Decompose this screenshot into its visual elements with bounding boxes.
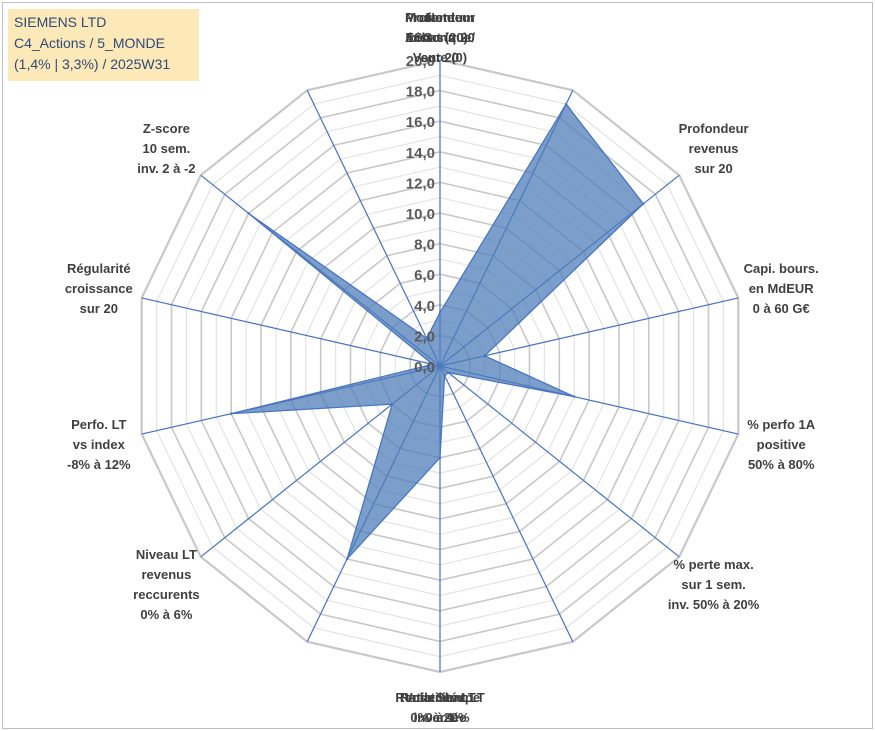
company-name: SIEMENS LTD [14, 14, 107, 30]
data-point [345, 557, 349, 561]
axis-label-line: Momentum [405, 10, 474, 25]
data-point [438, 311, 442, 314]
axis-label-line: reccurents [133, 587, 199, 602]
axis-label: Profondeur historique sur 20 [405, 10, 475, 65]
series-area [231, 103, 645, 560]
axis-label-line: revenus [141, 567, 191, 582]
tick-label: 0,0 [414, 359, 435, 376]
axis-label: Rendement LT 0% à 20% [395, 690, 484, 725]
data-point [483, 354, 486, 357]
axis-label: Profondeur revenus sur 20 [679, 121, 749, 176]
axis-label-line: Perfo. LT [71, 417, 126, 432]
axis-spoke [306, 90, 441, 367]
axis-label-line: 10 sem. [143, 141, 191, 156]
tick-labels: 0,0 2,0 4,0 6,0 8,0 10,0 12,0 14,0 16,0 18,0 20,0 [406, 53, 435, 376]
axis-spoke [439, 297, 739, 367]
axis-label-line: croissance [65, 281, 133, 296]
axis-label: Ratio Sharpe 0 à 1 [400, 690, 480, 725]
data-point [391, 403, 394, 406]
axis-label-line: sur 20 [80, 301, 118, 316]
axis-label-line: -8% à 12% [67, 457, 131, 472]
axis-label: Capi. bours. en MdEUR 0 à 60 G€ [744, 261, 819, 316]
axis-label: Perfo. LT vs index -8% à 12% [67, 417, 131, 472]
axis-label: Z-score 10 sem. inv. 2 à -2 [137, 121, 195, 176]
data-point [230, 412, 233, 415]
axis-label: Niveau LT revenus reccurents 0% à 6% [133, 547, 199, 622]
axis-label-line: historique [409, 30, 472, 45]
axis-label: % perfo 1A positive 50% à 80% [747, 417, 816, 472]
axis-label-line: Régularité [67, 261, 131, 276]
axis-label-line: Rendement LT [395, 690, 484, 705]
axis-label-line: Note [426, 10, 455, 25]
category-label: C4_Actions / 5_MONDE [14, 35, 165, 51]
axis-label-line: Niveau LT [136, 547, 197, 562]
period-label: (1,4% | 3,3%) / 2025W31 [14, 56, 171, 72]
axis-label: Régularité croissance sur 20 [65, 261, 133, 316]
tick-label: 16,0 [406, 114, 435, 131]
axis-label-line: inv. 50% à 20% [668, 597, 760, 612]
axis-label: Note ESG sur 20 [405, 10, 474, 45]
axis-label: % perte max. sur 1 sem. inv. 50% à 20% [668, 557, 760, 612]
tick-label: 12,0 [406, 175, 435, 192]
tick-label: 2,0 [414, 328, 435, 345]
data-point [438, 456, 442, 459]
data-layer [230, 102, 645, 561]
axis-label-line: Vente (0) [413, 50, 467, 65]
axis-label-line: % perfo 1A [747, 417, 816, 432]
axis-label-line: positive [757, 437, 806, 452]
axis-labels: Note ESG sur 20 Profondeur historique sur 20… [65, 10, 819, 731]
axis-spoke [439, 365, 680, 558]
tick-label: 10,0 [406, 206, 435, 223]
axis-label-line: % perte max. [673, 557, 753, 572]
data-point [447, 371, 450, 374]
axis-label: Volatilité LTinversée40% à 0% [404, 690, 476, 731]
data-point [443, 374, 446, 377]
axis-label-line: 0 à 60 G€ [753, 301, 810, 316]
tick-label: 6,0 [414, 267, 435, 284]
axis-label-line: Achat (20) / [405, 30, 475, 45]
tick-label: 4,0 [414, 298, 435, 315]
data-point [431, 363, 434, 366]
axis-label-line: vs index [73, 437, 126, 452]
axis-label-line: 0 à 1 [426, 710, 455, 725]
axis-label-line: Ratio Sharpe [400, 690, 480, 705]
data-point [425, 337, 428, 340]
axis-label-line: Z-score [143, 121, 190, 136]
axis-label-line: sur 1 sem. [681, 577, 745, 592]
axis-spoke [141, 297, 441, 367]
axis-label: Momentum Achat (20) / Vente (0) [405, 10, 475, 65]
axis-label-line: 0% à 20% [410, 710, 470, 725]
info-box: SIEMENS LTD C4_Actions / 5_MONDE (1,4% |… [8, 9, 199, 81]
axis-label-line: sur 20 [421, 50, 459, 65]
axis-label-line: Volatilité LT [404, 690, 476, 705]
data-point [642, 202, 645, 205]
data-point [564, 102, 568, 106]
axis-label-line: ESG sur 20 [405, 30, 474, 45]
tick-label: 20,0 [406, 53, 435, 70]
axis-label-line: inv. 2 à -2 [137, 161, 195, 176]
axis-label-line: 0% à 6% [140, 607, 192, 622]
axis-label-line: en MdEUR [749, 281, 815, 296]
axis-label-line: 50% à 80% [748, 457, 815, 472]
tick-label: 18,0 [406, 84, 435, 101]
data-point [247, 212, 250, 215]
axis-label-line: Capi. bours. [744, 261, 819, 276]
axis-label-line: revenus [689, 141, 739, 156]
axis-label-line: Profondeur [405, 10, 475, 25]
axis-label-line: Profondeur [679, 121, 749, 136]
tick-label: 14,0 [406, 145, 435, 162]
axis-label-line: sur 20 [694, 161, 732, 176]
tick-label: 8,0 [414, 237, 435, 254]
data-point [573, 395, 576, 398]
axis-label-line: inversée [414, 710, 467, 725]
axis-spoke [439, 365, 574, 642]
